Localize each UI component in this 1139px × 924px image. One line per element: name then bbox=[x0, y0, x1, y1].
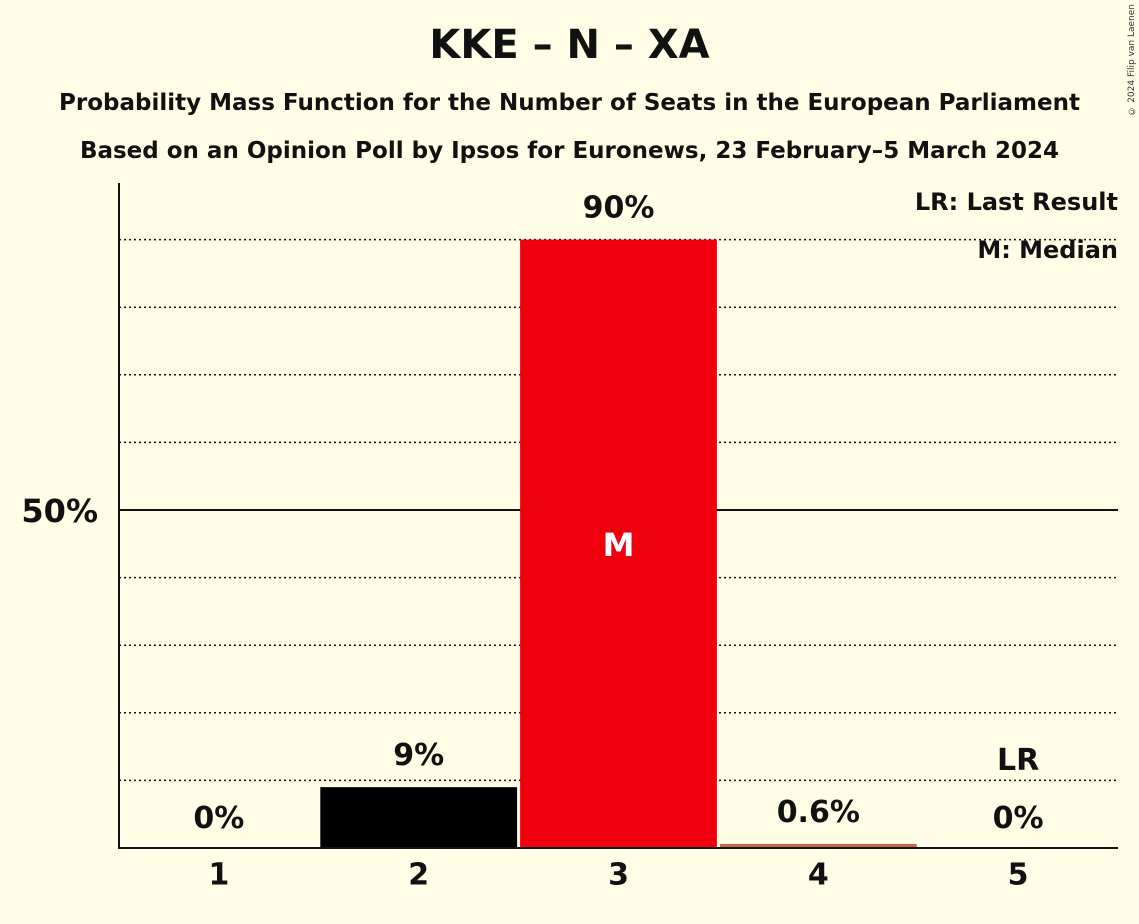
x-tick-label-4: 4 bbox=[808, 858, 829, 893]
x-tick-label-1: 1 bbox=[208, 858, 229, 893]
bar-4 bbox=[719, 843, 917, 848]
axes bbox=[118, 183, 1118, 849]
x-tick-label-2: 2 bbox=[408, 858, 429, 893]
legend-last-result: LR: Last Result bbox=[915, 188, 1118, 216]
legend-median: M: Median bbox=[977, 236, 1118, 264]
chart-title: KKE – N – XA bbox=[429, 22, 710, 68]
value-label-1: 0% bbox=[193, 801, 244, 836]
value-label-3: 90% bbox=[583, 191, 655, 226]
y-tick-label-50: 50% bbox=[21, 492, 98, 530]
x-tick-label-5: 5 bbox=[1008, 858, 1029, 893]
bar-2 bbox=[320, 787, 518, 848]
value-label-4: 0.6% bbox=[777, 795, 860, 830]
value-label-2: 9% bbox=[393, 738, 444, 773]
grid-lines bbox=[119, 238, 1118, 782]
chart-subtitle-1: Probability Mass Function for the Number… bbox=[59, 90, 1080, 116]
last-result-marker: LR bbox=[997, 743, 1039, 778]
bars bbox=[320, 239, 917, 849]
value-label-5: 0% bbox=[993, 801, 1044, 836]
bar-3 bbox=[520, 239, 717, 849]
x-tick-label-3: 3 bbox=[608, 858, 629, 893]
labels: 0% 1 9% 2 90% 3 M 0.6% 4 0% 5 LR 50% bbox=[21, 191, 1043, 893]
chart-subtitle-2: Based on an Opinion Poll by Ipsos for Eu… bbox=[79, 138, 1060, 164]
median-marker: M bbox=[603, 526, 635, 564]
